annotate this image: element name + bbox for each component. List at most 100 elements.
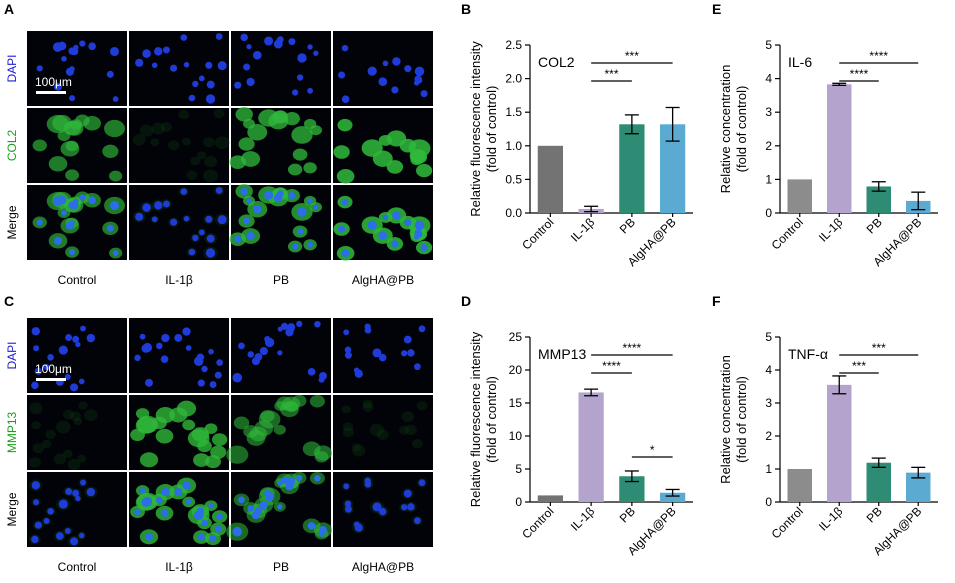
y-tick-label: 0.5: [505, 172, 522, 186]
significance-label: *: [650, 443, 655, 457]
error-bar: [832, 82, 847, 86]
cell-nucleus: [307, 241, 314, 248]
cell-nucleus: [206, 80, 215, 89]
cell-nucleus: [247, 351, 255, 358]
micrograph-tile: [129, 185, 230, 260]
cell-nucleus: [297, 207, 307, 217]
cell-nucleus: [160, 355, 169, 364]
cell-nucleus: [70, 537, 79, 546]
cell-cytoplasm: [341, 405, 351, 414]
cell-nucleus: [338, 71, 346, 79]
cell-nucleus: [58, 345, 68, 355]
micrograph-background: [333, 395, 433, 470]
cell-nucleus: [155, 496, 163, 504]
cell-nucleus: [206, 234, 215, 243]
cell-cytoplasm: [291, 126, 313, 144]
cell-nucleus: [205, 61, 213, 69]
cell-nucleus: [33, 345, 40, 352]
cell-cytoplasm: [411, 438, 423, 449]
panel-letter-A: A: [4, 1, 14, 17]
significance-label: ****: [602, 359, 621, 373]
cell-nucleus: [280, 476, 289, 485]
cell-nucleus: [372, 502, 382, 512]
cell-cytoplasm: [190, 156, 201, 166]
cell-nucleus: [192, 234, 199, 242]
cell-nucleus: [277, 326, 283, 332]
cell-nucleus: [197, 533, 205, 541]
cell-nucleus: [31, 327, 41, 336]
chart-title: TNF-α: [788, 346, 828, 362]
cell-nucleus: [344, 500, 352, 508]
cell-cytoplasm: [292, 148, 308, 161]
cell-cytoplasm: [292, 394, 307, 407]
y-tick-label: 2: [765, 139, 772, 153]
x-tick-label: Control: [519, 504, 556, 541]
micrograph-tile: [333, 472, 433, 547]
cell-nucleus: [196, 507, 205, 516]
x-tick-label: Control: [519, 215, 556, 252]
cell-nucleus: [61, 55, 67, 62]
cell-nucleus: [142, 342, 153, 353]
cell-cytoplasm: [214, 136, 230, 149]
x-tick-label: PB: [617, 504, 638, 525]
error-bar: [911, 466, 926, 479]
x-tick-label: PB: [617, 215, 638, 236]
cell-cytoplasm: [104, 119, 125, 138]
cell-cytoplasm: [204, 423, 218, 434]
bar-Control: [537, 145, 564, 213]
cell-nucleus: [209, 535, 217, 543]
cell-nucleus: [145, 532, 153, 541]
cell-cytoplasm: [132, 134, 146, 146]
cell-cytoplasm: [229, 155, 247, 169]
cell-nucleus: [296, 228, 304, 235]
y-tick-label: 5: [515, 462, 522, 476]
cell-nucleus: [134, 508, 141, 516]
panel-letter-B: B: [461, 1, 471, 17]
cell-nucleus: [314, 320, 321, 328]
cell-nucleus: [75, 341, 81, 348]
cell-nucleus: [364, 481, 372, 488]
cell-cytoplasm: [84, 409, 98, 422]
cell-nucleus: [205, 94, 216, 104]
cell-nucleus: [307, 198, 313, 204]
cell-nucleus: [238, 342, 245, 350]
cell-nucleus: [214, 525, 222, 533]
y-tick-label: 4: [765, 363, 772, 377]
y-tick-label: 2.0: [505, 72, 522, 86]
cell-nucleus: [232, 372, 243, 383]
cell-nucleus: [341, 44, 349, 52]
bar-PB: [866, 462, 891, 502]
cell-nucleus: [246, 44, 252, 50]
cell-nucleus: [72, 335, 80, 343]
y-axis-label: Relative fluorescence intensity: [468, 331, 483, 507]
micrograph-tile: [129, 318, 229, 393]
cell-nucleus: [297, 53, 307, 63]
significance-label: ***: [852, 359, 866, 373]
cell-nucleus: [170, 218, 178, 226]
cell-nucleus: [64, 373, 71, 380]
x-tick-label: PB: [864, 504, 885, 525]
cell-nucleus: [382, 214, 389, 221]
cell-cytoplasm: [167, 140, 180, 151]
cell-nucleus: [142, 203, 151, 212]
cell-nucleus: [391, 86, 399, 94]
cell-cytoplasm: [302, 441, 321, 457]
cell-cytoplasm: [258, 109, 280, 127]
cell-nucleus: [403, 335, 412, 344]
cell-nucleus: [205, 215, 213, 223]
cell-nucleus: [413, 363, 421, 371]
cell-cytoplasm: [57, 130, 71, 142]
bar-Control: [787, 469, 812, 502]
panel-letter-E: E: [712, 1, 721, 17]
cell-nucleus: [61, 209, 67, 216]
cell-cytoplasm: [160, 122, 173, 132]
cell-cytoplasm: [63, 409, 75, 420]
cell-nucleus: [264, 190, 274, 200]
micrograph-tile: [231, 318, 331, 393]
significance-bracket: ***: [839, 359, 879, 374]
micrograph-tile: [129, 395, 229, 470]
cell-nucleus: [43, 364, 50, 370]
cell-nucleus: [277, 350, 283, 356]
cell-nucleus: [142, 49, 151, 58]
